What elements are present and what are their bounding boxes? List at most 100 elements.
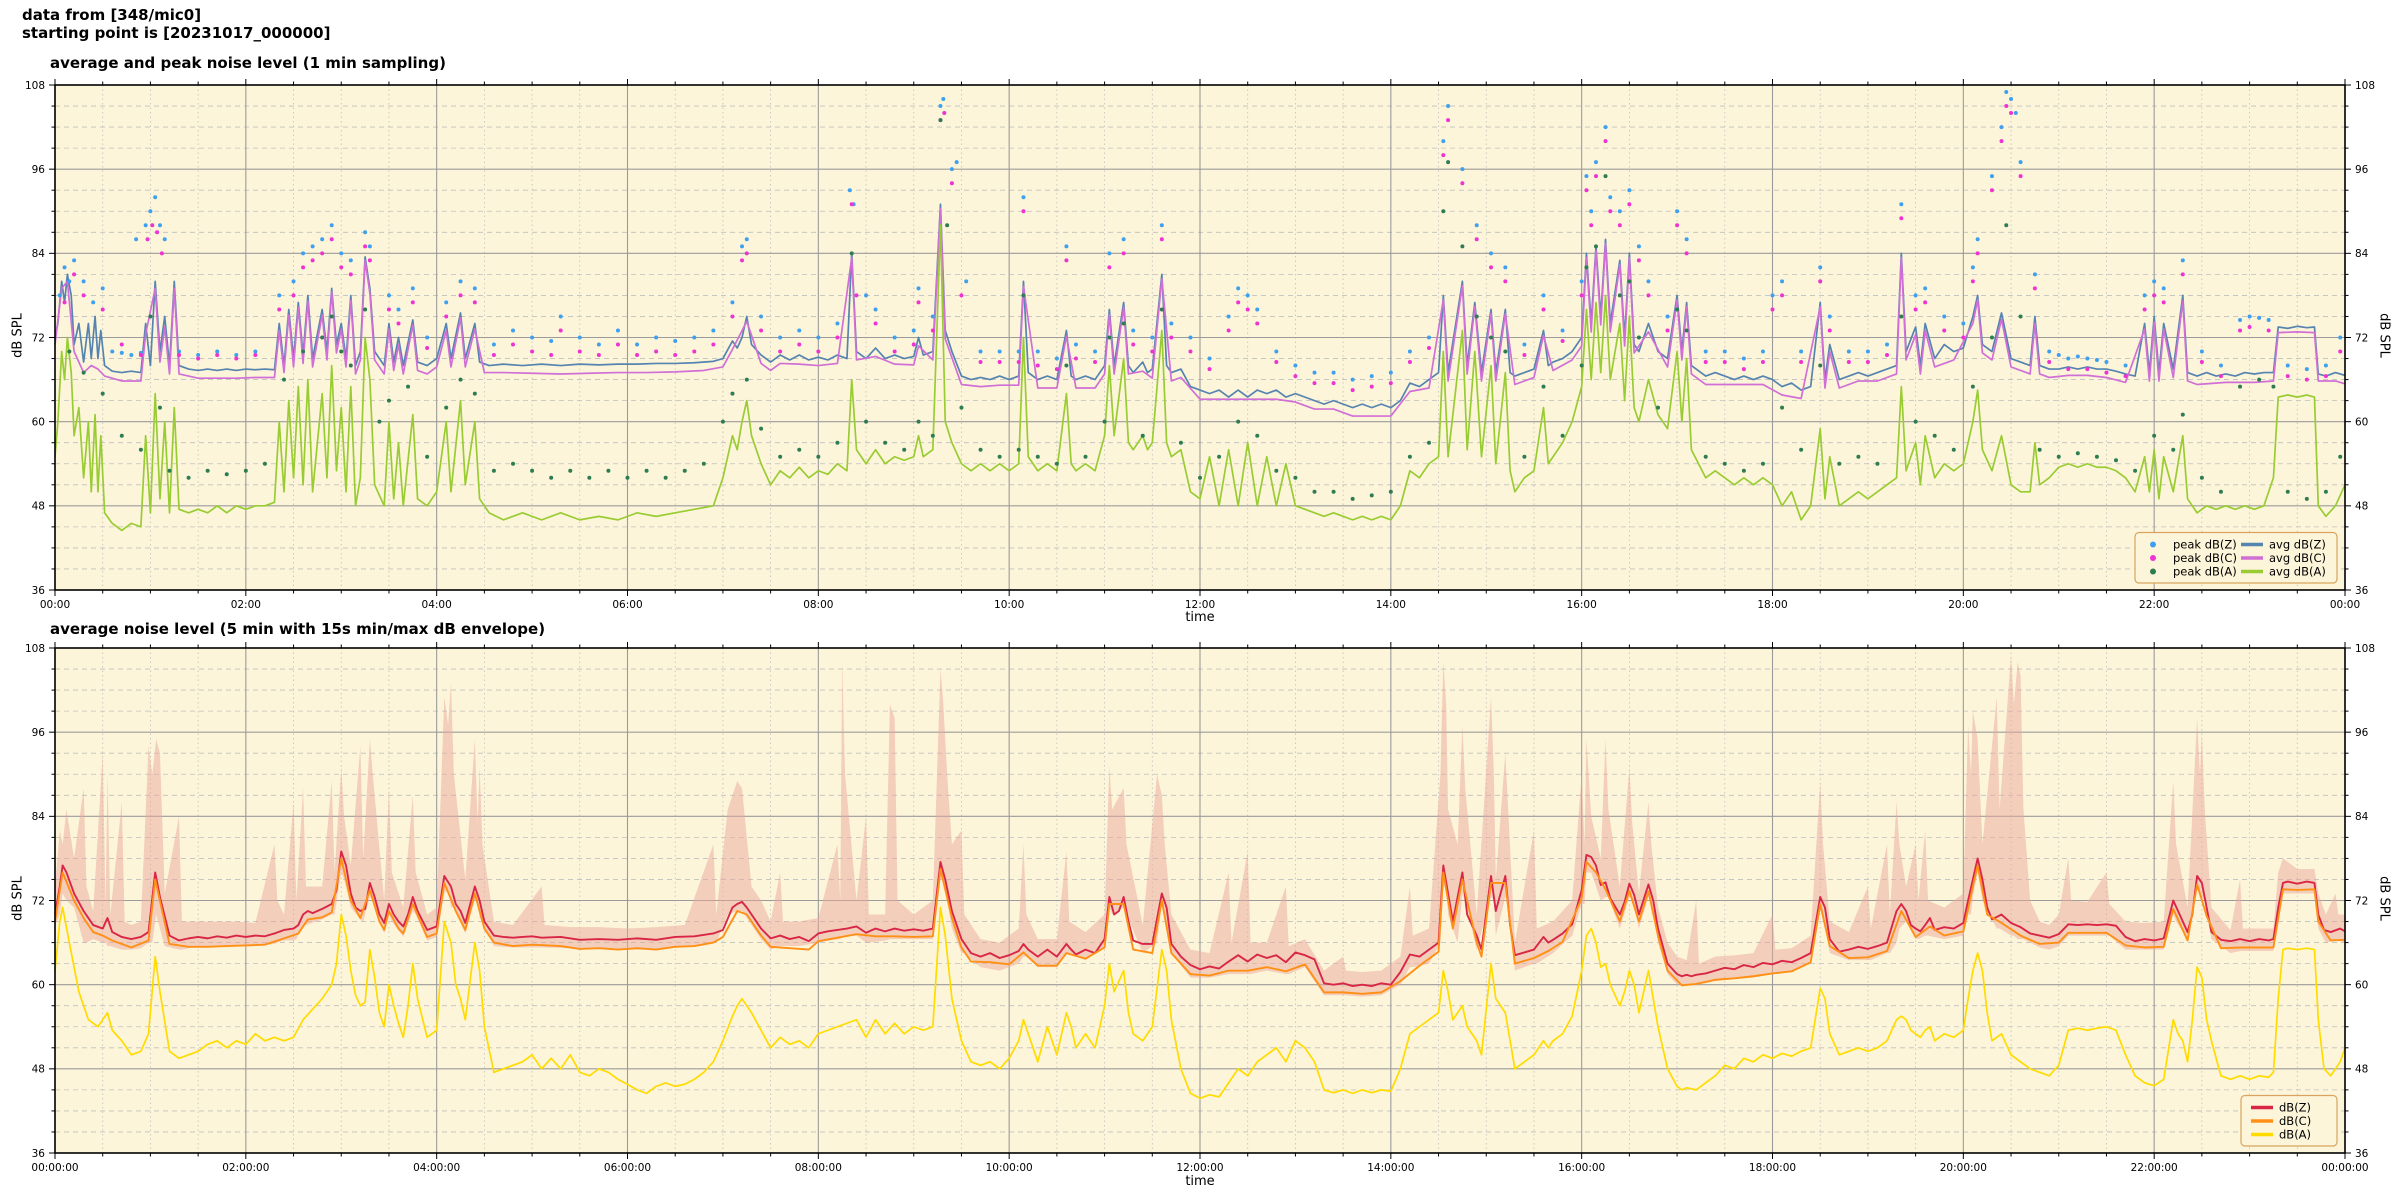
scatter-point-peak dB(A) — [1503, 349, 1508, 354]
scatter-point-peak dB(Z) — [654, 335, 659, 340]
scatter-point-peak dB(A) — [744, 377, 749, 382]
scatter-point-peak dB(C) — [1107, 265, 1112, 270]
y-tick-label: 108 — [2355, 643, 2375, 655]
scatter-point-peak dB(C) — [339, 265, 344, 270]
scatter-point-peak dB(Z) — [577, 335, 582, 340]
scatter-point-peak dB(Z) — [1121, 237, 1126, 242]
scatter-point-peak dB(Z) — [320, 237, 325, 242]
scatter-point-peak dB(C) — [1021, 209, 1026, 214]
scatter-point-peak dB(C) — [577, 349, 582, 354]
scatter-point-peak dB(A) — [329, 314, 334, 319]
scatter-point-peak dB(A) — [1021, 293, 1026, 298]
x-tick-label: 14:00:00 — [1367, 1162, 1414, 1174]
scatter-point-peak dB(C) — [1035, 363, 1040, 368]
scatter-point-peak dB(Z) — [2123, 363, 2128, 368]
y-tick-label: 48 — [2355, 501, 2368, 513]
scatter-point-peak dB(A) — [2094, 454, 2099, 459]
legend-label: avg dB(A) — [2269, 565, 2326, 579]
scatter-point-peak dB(C) — [1675, 223, 1680, 228]
scatter-point-peak dB(C) — [654, 349, 659, 354]
scatter-point-peak dB(C) — [458, 293, 463, 298]
legend-label: dB(A) — [2279, 1128, 2311, 1142]
x-tick-label: 00:00 — [40, 599, 70, 611]
scatter-point-peak dB(Z) — [1169, 321, 1174, 326]
scatter-point-peak dB(C) — [1226, 328, 1231, 333]
scatter-point-peak dB(Z) — [62, 265, 67, 270]
scatter-point-peak dB(C) — [549, 353, 554, 358]
scatter-point-peak dB(A) — [1899, 314, 1904, 319]
scatter-point-peak dB(Z) — [938, 104, 943, 109]
y-tick-label: 84 — [32, 248, 46, 260]
scatter-point-peak dB(A) — [2133, 468, 2138, 473]
scatter-point-peak dB(C) — [2218, 374, 2223, 379]
scatter-point-peak dB(C) — [1369, 384, 1374, 389]
scatter-point-peak dB(C) — [2066, 367, 2071, 372]
scatter-point-peak dB(A) — [816, 454, 821, 459]
y-tick-label: 36 — [32, 1148, 46, 1160]
scatter-point-peak dB(Z) — [1207, 356, 1212, 361]
scatter-point-peak dB(A) — [978, 447, 983, 452]
scatter-point-peak dB(Z) — [1503, 265, 1508, 270]
scatter-point-peak dB(C) — [1207, 367, 1212, 372]
scatter-point-peak dB(Z) — [1989, 174, 1994, 179]
scatter-point-peak dB(C) — [1584, 188, 1589, 193]
scatter-point-peak dB(A) — [1856, 454, 1861, 459]
scatter-point-peak dB(C) — [744, 251, 749, 256]
scatter-point-peak dB(A) — [339, 349, 344, 354]
scatter-point-peak dB(C) — [310, 258, 315, 263]
scatter-point-peak dB(C) — [1560, 339, 1565, 344]
scatter-point-peak dB(Z) — [1107, 251, 1112, 256]
y-tick-label: 96 — [2355, 727, 2369, 739]
x-tick-label: 22:00:00 — [2131, 1162, 2178, 1174]
scatter-point-peak dB(A) — [1331, 489, 1336, 494]
scatter-point-peak dB(C) — [2018, 174, 2023, 179]
scatter-point-peak dB(A) — [1603, 174, 1608, 179]
scatter-point-peak dB(C) — [849, 202, 854, 207]
scatter-point-peak dB(A) — [186, 475, 191, 480]
scatter-point-peak dB(Z) — [997, 349, 1002, 354]
scatter-point-peak dB(Z) — [949, 167, 954, 172]
scatter-point-peak dB(Z) — [110, 349, 115, 354]
scatter-point-peak dB(C) — [730, 314, 735, 319]
scatter-point-peak dB(C) — [1827, 328, 1832, 333]
scatter-point-peak dB(C) — [1131, 342, 1136, 347]
scatter-point-peak dB(C) — [329, 237, 334, 242]
scatter-point-peak dB(C) — [159, 251, 164, 256]
scatter-point-peak dB(C) — [1593, 174, 1598, 179]
scatter-point-peak dB(A) — [1140, 433, 1145, 438]
scatter-point-peak dB(Z) — [2004, 90, 2009, 95]
scatter-point-peak dB(Z) — [2199, 349, 2204, 354]
scatter-point-peak dB(A) — [682, 468, 687, 473]
scatter-point-peak dB(Z) — [1899, 202, 1904, 207]
scatter-point-peak dB(C) — [1150, 349, 1155, 354]
scatter-point-peak dB(A) — [1656, 405, 1660, 410]
x-tick-label: 16:00:00 — [1558, 1162, 1605, 1174]
scatter-point-peak dB(Z) — [2013, 111, 2018, 116]
scatter-point-peak dB(Z) — [119, 350, 124, 355]
bottom-chart-ylabel-left: dB SPL — [10, 876, 26, 921]
scatter-point-peak dB(C) — [1016, 360, 1021, 365]
scatter-point-peak dB(Z) — [615, 328, 620, 333]
y-tick-label: 48 — [32, 1064, 45, 1076]
scatter-point-peak dB(A) — [701, 461, 706, 466]
y-tick-label: 96 — [32, 164, 46, 176]
legend-label: peak dB(A) — [2173, 565, 2237, 579]
scatter-point-peak dB(Z) — [2285, 363, 2290, 368]
scatter-point-peak dB(C) — [949, 181, 954, 186]
scatter-point-peak dB(C) — [1799, 360, 1804, 365]
scatter-point-peak dB(Z) — [162, 237, 167, 242]
scatter-point-peak dB(C) — [1684, 251, 1689, 256]
scatter-point-peak dB(A) — [835, 440, 840, 445]
scatter-point-peak dB(Z) — [491, 342, 496, 347]
scatter-point-peak dB(C) — [1159, 237, 1164, 242]
scatter-point-peak dB(Z) — [277, 293, 282, 298]
scatter-point-peak dB(Z) — [941, 97, 946, 102]
scatter-point-peak dB(Z) — [2152, 279, 2157, 284]
scatter-point-peak dB(C) — [778, 349, 783, 354]
scatter-point-peak dB(A) — [243, 468, 248, 473]
scatter-point-peak dB(C) — [2238, 328, 2243, 333]
scatter-point-peak dB(Z) — [1350, 377, 1355, 382]
x-tick-label: 06:00:00 — [604, 1162, 651, 1174]
scatter-point-peak dB(C) — [1722, 360, 1727, 365]
scatter-point-peak dB(C) — [1169, 335, 1174, 340]
